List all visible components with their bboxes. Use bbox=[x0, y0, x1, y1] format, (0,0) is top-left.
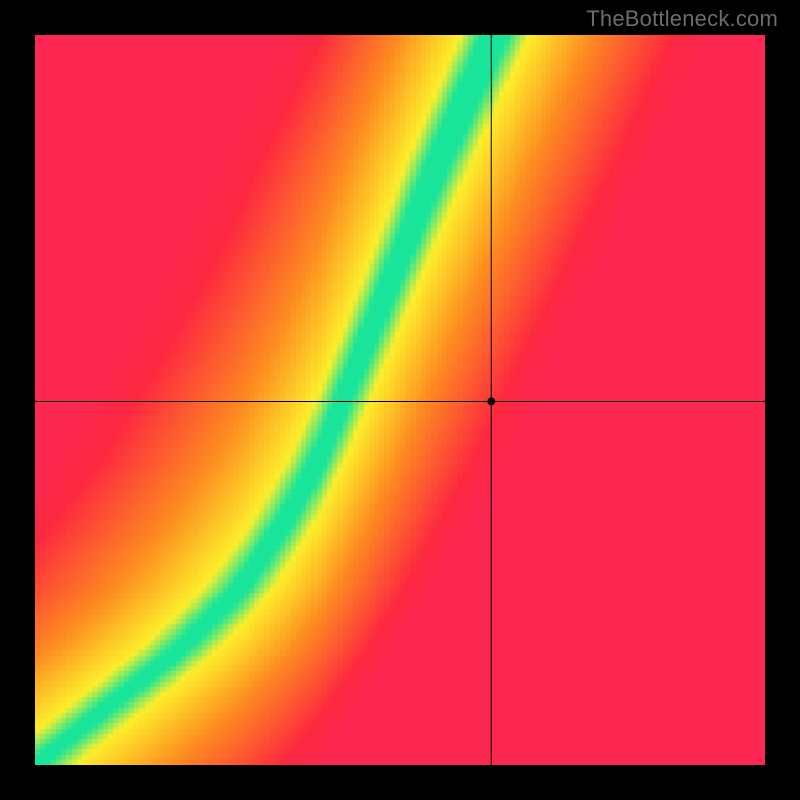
heatmap-canvas bbox=[35, 35, 765, 765]
watermark-text: TheBottleneck.com bbox=[586, 6, 778, 32]
chart-frame: { "watermark": "TheBottleneck.com", "wat… bbox=[0, 0, 800, 800]
heatmap-plot bbox=[35, 35, 765, 765]
